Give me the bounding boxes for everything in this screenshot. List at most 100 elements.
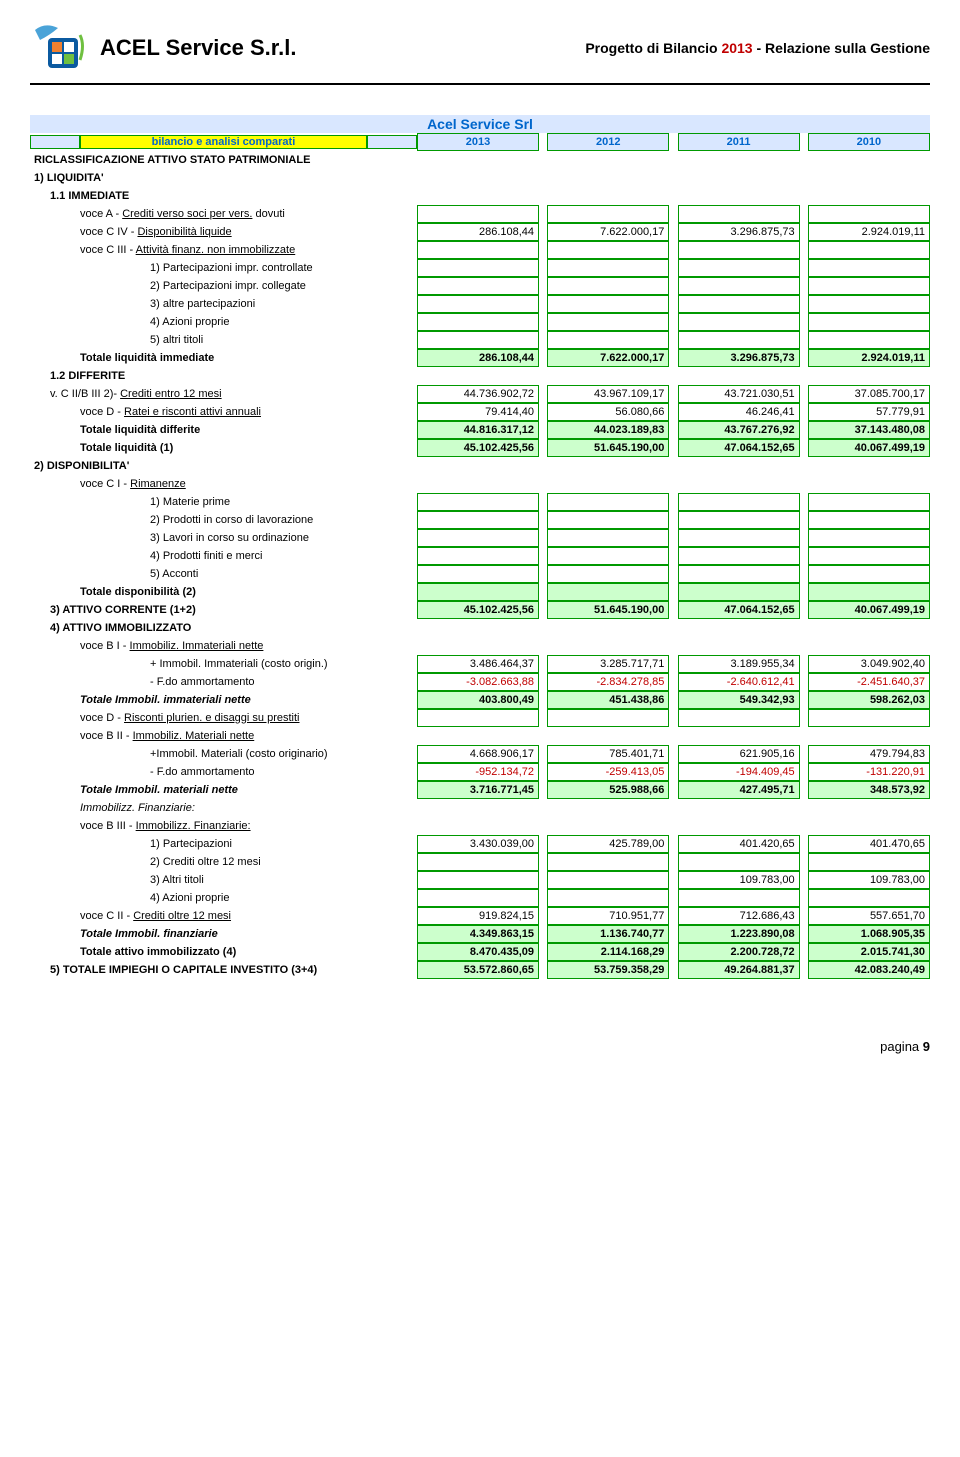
empty-cell: [547, 727, 669, 745]
year-2013: 2013: [417, 133, 539, 151]
empty-cell: [417, 799, 539, 817]
value-cell: 3.296.875,73: [678, 223, 800, 241]
gap-cell: [669, 205, 677, 223]
table-row: 2) Prodotti in corso di lavorazione: [30, 511, 930, 529]
row-label-prefix: voce C III -: [80, 244, 136, 256]
empty-cell: [539, 169, 547, 187]
gap-cell: [669, 259, 677, 277]
bilancio-label: bilancio e analisi comparati: [80, 135, 367, 149]
gap-cell: [539, 961, 547, 979]
value-cell: 109.783,00: [808, 871, 930, 889]
table-row: 1) Materie prime: [30, 493, 930, 511]
value-cell: [547, 871, 669, 889]
table-row: Immobilizz. Finanziarie:: [30, 799, 930, 817]
value-cell: [547, 547, 669, 565]
row-label: 2) Prodotti in corso di lavorazione: [30, 511, 417, 529]
row-label: Totale Immobil. materiali nette: [30, 781, 417, 799]
table-row: 1.2 DIFFERITE: [30, 367, 930, 385]
gap-cell: [669, 223, 677, 241]
gap-cell: [800, 493, 808, 511]
row-label-underline: Risconti plurien. e disaggi su prestiti: [124, 712, 299, 724]
value-cell: [808, 277, 930, 295]
row-label: 4) Azioni proprie: [30, 313, 417, 331]
value-cell: [808, 853, 930, 871]
row-label: Totale Immobil. finanziarie: [30, 925, 417, 943]
value-cell: [678, 493, 800, 511]
empty-cell: [669, 169, 677, 187]
footer-label: pagina: [880, 1039, 923, 1054]
gap-cell: [800, 565, 808, 583]
row-label: 1.2 DIFFERITE: [30, 367, 417, 385]
gap-cell: [539, 925, 547, 943]
row-label: - F.do ammortamento: [30, 673, 417, 691]
row-label-prefix: voce C I -: [80, 478, 130, 490]
empty-cell: [417, 475, 539, 493]
empty-cell: [678, 457, 800, 475]
gap-cell: [800, 709, 808, 727]
empty-cell: [678, 619, 800, 637]
value-cell: -259.413,05: [547, 763, 669, 781]
table-row: 2) Crediti oltre 12 mesi: [30, 853, 930, 871]
value-cell: [678, 331, 800, 349]
value-cell: 479.794,83: [808, 745, 930, 763]
value-cell: [808, 331, 930, 349]
row-label: 5) TOTALE IMPIEGHI O CAPITALE INVESTITO …: [30, 961, 417, 979]
empty-cell: [539, 799, 547, 817]
value-cell: [417, 493, 539, 511]
empty-cell: [547, 637, 669, 655]
value-cell: [417, 583, 539, 601]
row-label: Totale liquidità differite: [30, 421, 417, 439]
value-cell: [547, 295, 669, 313]
gap-cell: [800, 925, 808, 943]
gap-cell: [800, 295, 808, 313]
empty-cell: [800, 475, 808, 493]
empty-cell: [539, 727, 547, 745]
row-label: voce B I - Immobiliz. Immateriali nette: [30, 637, 417, 655]
value-cell: 40.067.499,19: [808, 601, 930, 619]
value-cell: [547, 709, 669, 727]
value-cell: [547, 313, 669, 331]
gap-cell: [539, 547, 547, 565]
value-cell: 348.573,92: [808, 781, 930, 799]
balance-table: Acel Service Srl bilancio e analisi comp…: [30, 115, 930, 979]
value-cell: [678, 259, 800, 277]
table-main-title: Acel Service Srl: [30, 115, 930, 133]
gap-cell: [800, 907, 808, 925]
table-row: 4) Azioni proprie: [30, 889, 930, 907]
row-label: voce A - Crediti verso soci per vers. do…: [30, 205, 417, 223]
value-cell: [417, 529, 539, 547]
doc-title-pre: Progetto di Bilancio: [585, 40, 721, 56]
empty-cell: [808, 475, 930, 493]
value-cell: 51.645.190,00: [547, 439, 669, 457]
table-row: 2) Partecipazioni impr. collegate: [30, 277, 930, 295]
gap-cell: [669, 493, 677, 511]
value-cell: 3.049.902,40: [808, 655, 930, 673]
value-cell: 549.342,93: [678, 691, 800, 709]
row-label: +Immobil. Materiali (costo originario): [30, 745, 417, 763]
gap-cell: [669, 331, 677, 349]
value-cell: 2.200.728,72: [678, 943, 800, 961]
gap-cell: [800, 943, 808, 961]
value-cell: -2.834.278,85: [547, 673, 669, 691]
gap-cell: [669, 241, 677, 259]
empty-cell: [669, 619, 677, 637]
table-row: 1.1 IMMEDIATE: [30, 187, 930, 205]
value-cell: 286.108,44: [417, 349, 539, 367]
value-cell: -2.451.640,37: [808, 673, 930, 691]
gap-cell: [539, 763, 547, 781]
value-cell: [417, 709, 539, 727]
value-cell: [547, 889, 669, 907]
gap-cell: [800, 277, 808, 295]
value-cell: 45.102.425,56: [417, 439, 539, 457]
balance-table-wrap: Acel Service Srl bilancio e analisi comp…: [30, 115, 930, 979]
gap-cell: [539, 205, 547, 223]
value-cell: 2.924.019,11: [808, 349, 930, 367]
empty-cell: [669, 637, 677, 655]
value-cell: [808, 547, 930, 565]
value-cell: 2.924.019,11: [808, 223, 930, 241]
table-row: Totale liquidità (1)45.102.425,5651.645.…: [30, 439, 930, 457]
gap-cell: [800, 223, 808, 241]
empty-cell: [669, 475, 677, 493]
empty-cell: [800, 151, 808, 169]
row-label-underline: Rimanenze: [130, 478, 186, 490]
